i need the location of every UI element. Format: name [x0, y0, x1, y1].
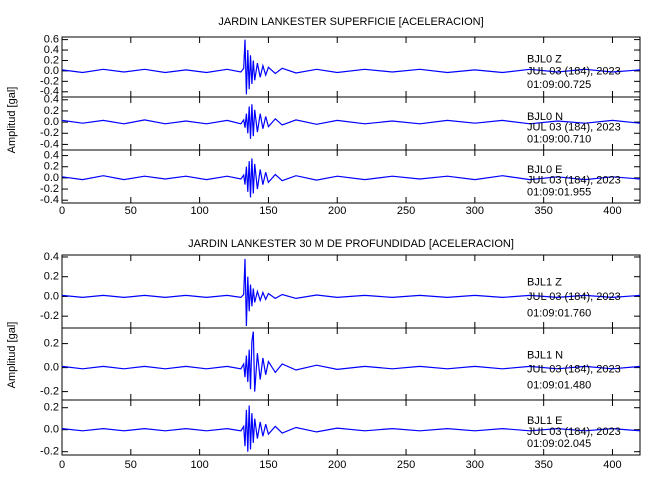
x-tick-label: 50 — [125, 459, 137, 471]
date-label: JUL 03 (184), 2023 — [527, 426, 621, 438]
panel-frame — [61, 399, 641, 456]
y-tick-label: -0.2 — [40, 310, 59, 322]
y-axis-label: Amplitud [gal] — [6, 87, 18, 154]
x-tick-label: 100 — [190, 459, 208, 471]
y-tick-label: 0.4 — [44, 94, 59, 106]
x-tick-label: 400 — [603, 205, 621, 217]
time-label: 01:09:00.725 — [527, 79, 591, 91]
y-tick-label: 0.4 — [44, 44, 59, 56]
station-label: BJL1 E — [527, 415, 562, 427]
y-tick-label: 0.2 — [44, 402, 59, 414]
y-tick-label: -0.2 — [40, 183, 59, 195]
y-tick-label: -0.4 — [40, 86, 59, 98]
y-tick-label: 0.2 — [44, 161, 59, 173]
x-tick-label: 0 — [59, 205, 65, 217]
panel-frame — [61, 149, 641, 204]
x-tick-label: 150 — [259, 459, 277, 471]
y-tick-label: -0.2 — [40, 127, 59, 139]
trace — [61, 39, 641, 95]
trace — [61, 405, 641, 452]
time-label: 01:09:01.480 — [527, 380, 591, 392]
y-tick-label: 0.2 — [44, 271, 59, 283]
x-tick-label: 250 — [397, 459, 415, 471]
x-tick-label: 50 — [125, 205, 137, 217]
y-tick-label: -0.2 — [40, 75, 59, 87]
y-tick-label: -0.4 — [40, 138, 59, 150]
x-tick-label: 400 — [603, 459, 621, 471]
station-label: BJL0 E — [527, 164, 562, 176]
chart-title: JARDIN LANKESTER SUPERFICIE [ACELERACION… — [218, 16, 483, 28]
trace — [61, 158, 641, 198]
x-tick-label: 100 — [190, 205, 208, 217]
y-tick-label: -0.4 — [40, 194, 59, 206]
y-tick-label: 0.0 — [44, 362, 59, 374]
time-label: 01:09:00.710 — [527, 133, 591, 145]
station-label: BJL1 N — [527, 349, 563, 361]
time-label: 01:09:01.955 — [527, 186, 591, 198]
x-tick-label: 300 — [466, 459, 484, 471]
trace — [61, 258, 641, 327]
date-label: JUL 03 (184), 2023 — [527, 122, 621, 134]
date-label: JUL 03 (184), 2023 — [527, 175, 621, 187]
station-label: BJL1 Z — [527, 277, 562, 289]
y-tick-label: -0.2 — [40, 446, 59, 458]
y-tick-label: 0.4 — [44, 251, 59, 263]
y-tick-label: 0.0 — [44, 424, 59, 436]
x-tick-label: 150 — [259, 205, 277, 217]
y-tick-label: 0.0 — [44, 290, 59, 302]
station-label: BJL0 Z — [527, 54, 562, 66]
y-tick-label: -0.2 — [40, 386, 59, 398]
date-label: JUL 03 (184), 2023 — [527, 364, 621, 376]
y-tick-label: 0.0 — [44, 65, 59, 77]
time-label: 01:09:01.760 — [527, 307, 591, 319]
date-label: JUL 03 (184), 2023 — [527, 66, 621, 78]
y-tick-label: 0.2 — [44, 338, 59, 350]
x-tick-label: 250 — [397, 205, 415, 217]
station-label: BJL0 N — [527, 111, 563, 123]
date-label: JUL 03 (184), 2023 — [527, 291, 621, 303]
y-tick-label: 0.2 — [44, 105, 59, 117]
y-tick-label: 0.0 — [44, 172, 59, 184]
time-label: 01:09:02.045 — [527, 438, 591, 450]
y-tick-label: 0.6 — [44, 34, 59, 46]
trace — [61, 104, 641, 139]
x-tick-label: 200 — [328, 459, 346, 471]
y-axis-label: Amplitud [gal] — [6, 322, 18, 389]
x-tick-label: 300 — [466, 205, 484, 217]
x-tick-label: 200 — [328, 205, 346, 217]
trace — [61, 331, 641, 392]
x-tick-label: 350 — [534, 459, 552, 471]
x-tick-label: 350 — [534, 205, 552, 217]
y-tick-label: 0.2 — [44, 54, 59, 66]
y-tick-label: 0.4 — [44, 149, 59, 161]
y-tick-label: 0.0 — [44, 116, 59, 128]
x-tick-label: 0 — [59, 459, 65, 471]
chart-title: JARDIN LANKESTER 30 M DE PROFUNDIDAD [AC… — [188, 238, 514, 250]
